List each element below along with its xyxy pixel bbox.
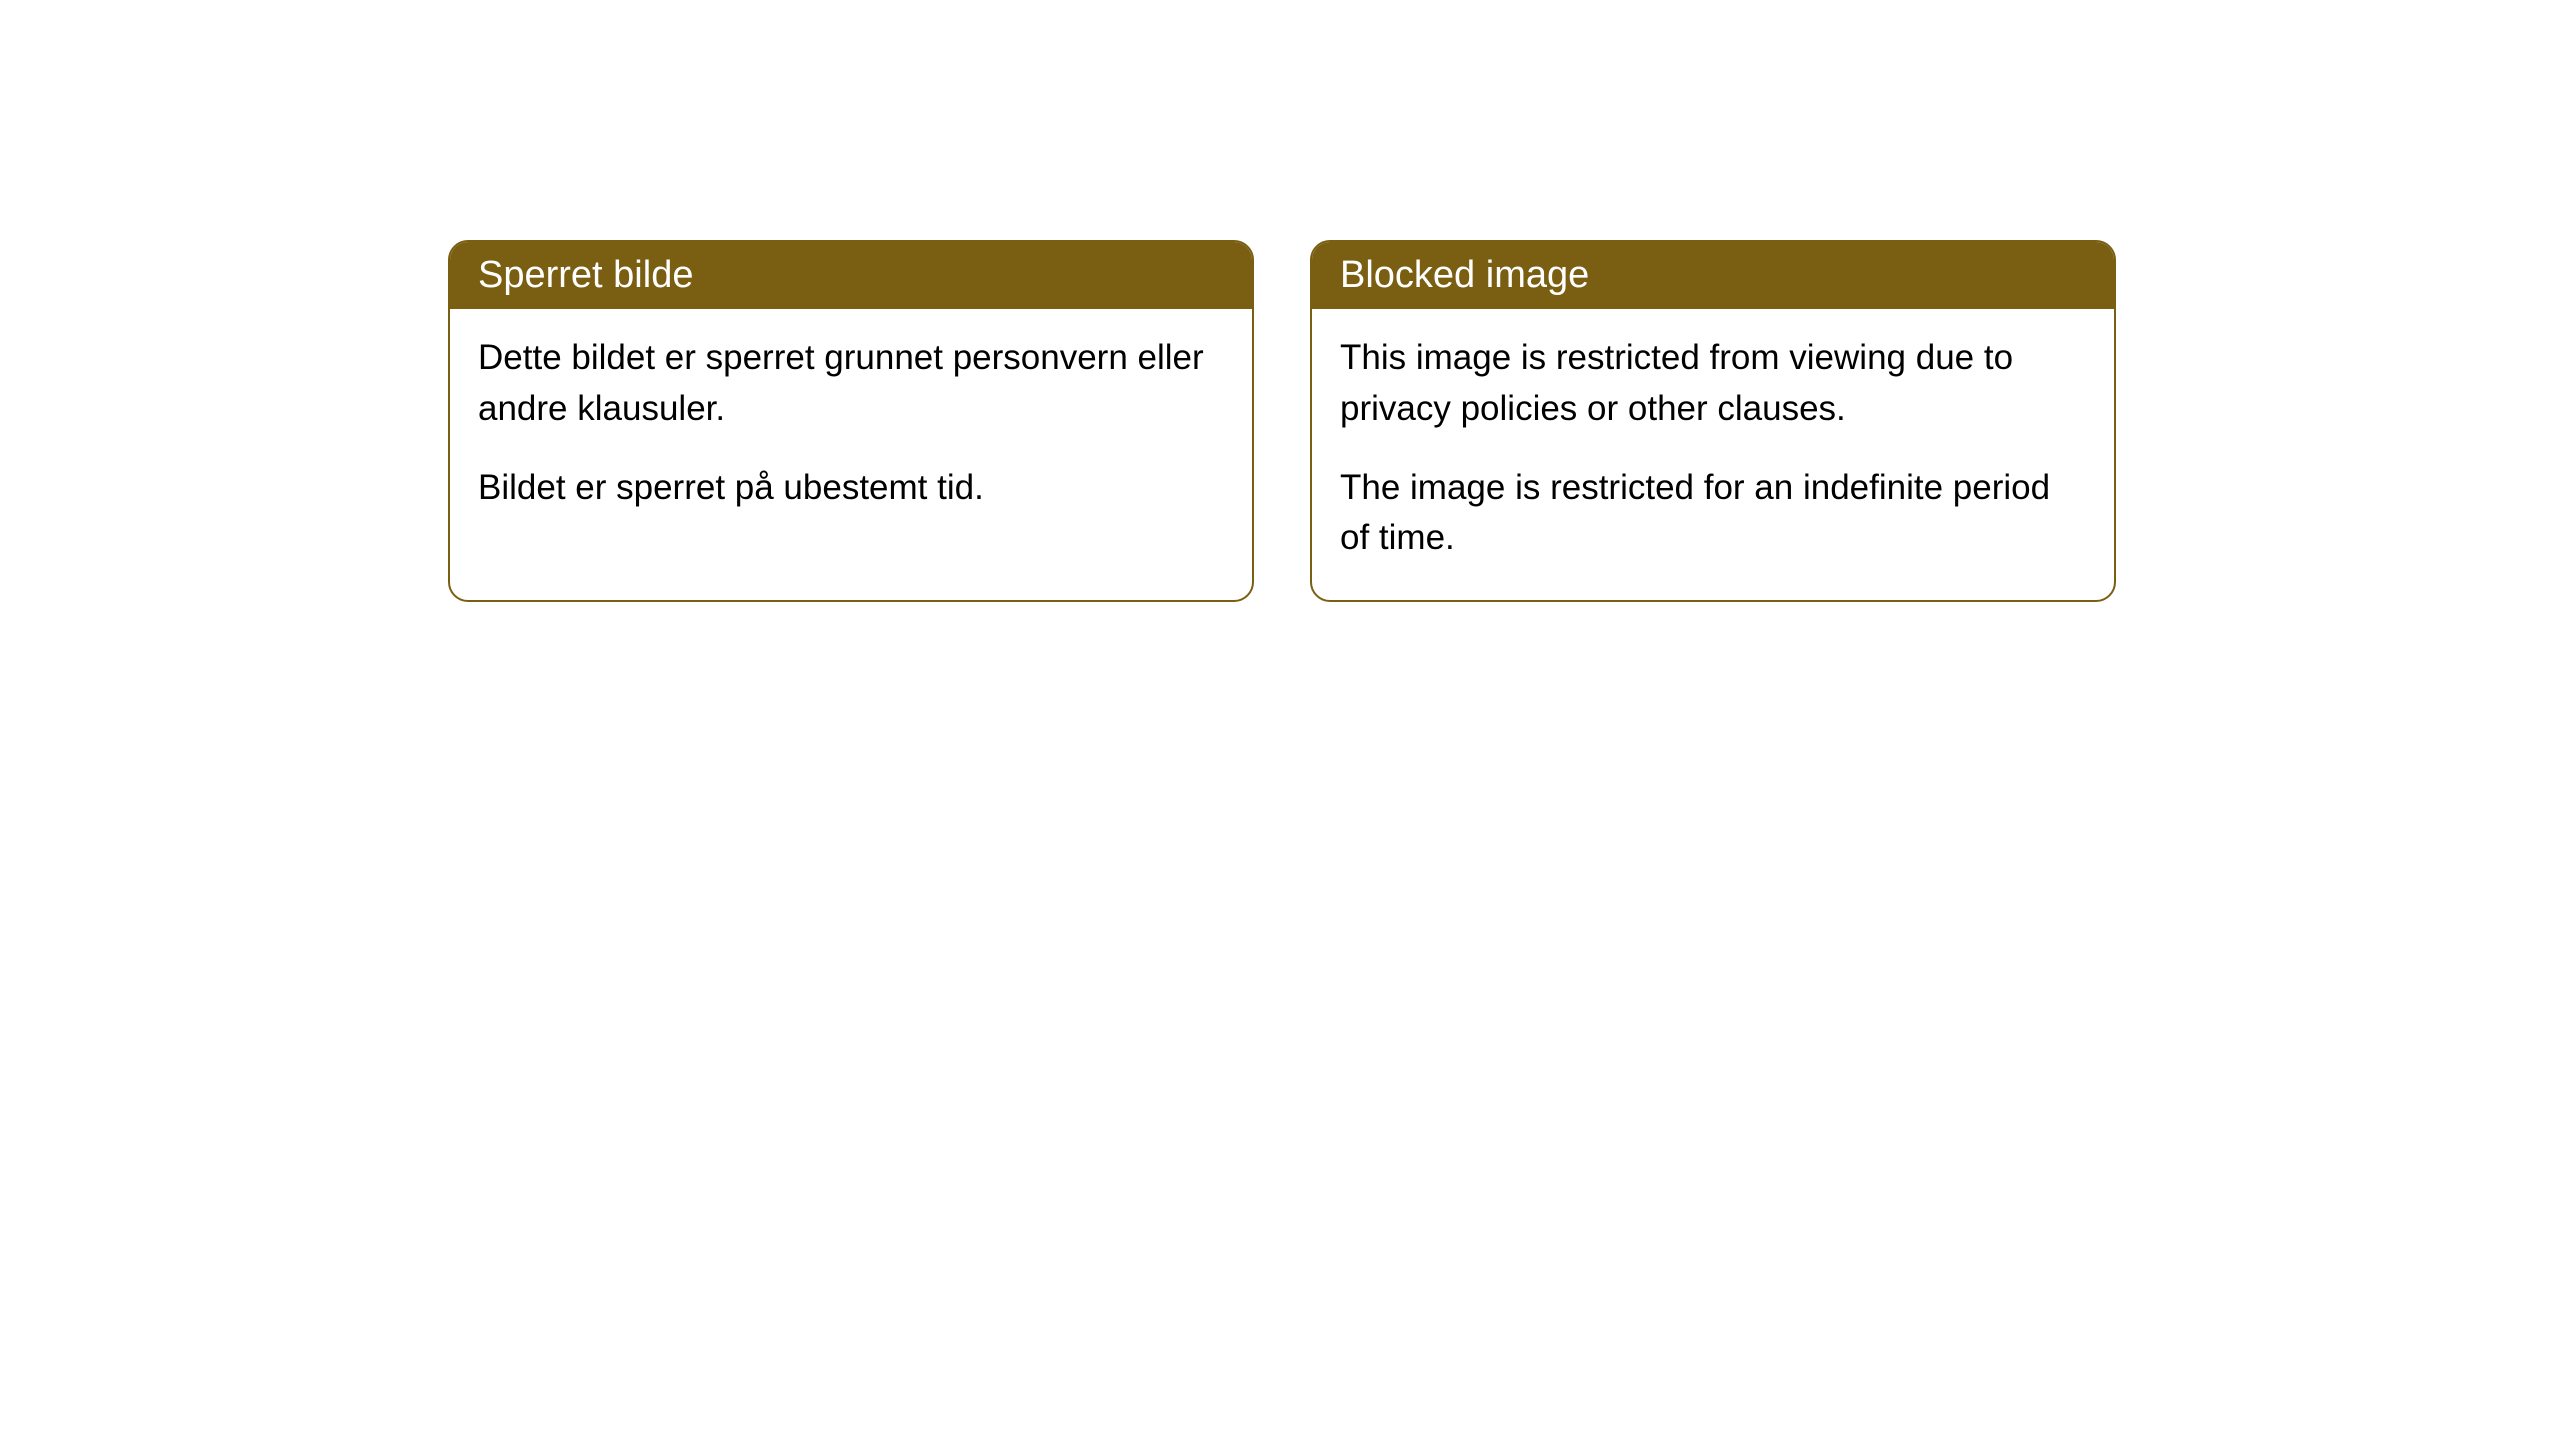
card-body: Dette bildet er sperret grunnet personve… <box>450 309 1252 549</box>
card-body-paragraph: Dette bildet er sperret grunnet personve… <box>478 333 1224 435</box>
blocked-image-card-norwegian: Sperret bilde Dette bildet er sperret gr… <box>448 240 1254 602</box>
notification-cards-container: Sperret bilde Dette bildet er sperret gr… <box>448 240 2116 602</box>
card-body-paragraph: The image is restricted for an indefinit… <box>1340 463 2086 565</box>
card-body-paragraph: This image is restricted from viewing du… <box>1340 333 2086 435</box>
card-header: Sperret bilde <box>450 242 1252 309</box>
card-body-paragraph: Bildet er sperret på ubestemt tid. <box>478 463 1224 514</box>
blocked-image-card-english: Blocked image This image is restricted f… <box>1310 240 2116 602</box>
card-body: This image is restricted from viewing du… <box>1312 309 2114 600</box>
card-header: Blocked image <box>1312 242 2114 309</box>
